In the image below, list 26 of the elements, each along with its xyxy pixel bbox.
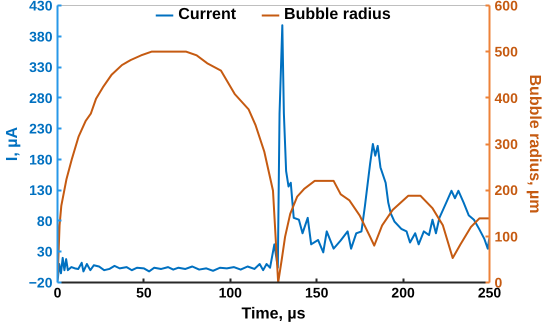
y-tick-label: 80 [36, 212, 53, 229]
y-axis-title: I, µA [4, 126, 21, 162]
y2-tick-label: 300 [494, 136, 518, 152]
y2-axis-title: Bubble radius, µm [526, 74, 543, 214]
x-tick-label: 150 [305, 284, 329, 300]
x-tick-label: 0 [54, 284, 62, 300]
y-tick-label: 280 [29, 90, 53, 106]
y2-tick-label: 100 [494, 228, 518, 244]
y2-tick-label: 500 [494, 44, 518, 60]
y-tick-label: 180 [29, 151, 53, 168]
y2-tick-label: 400 [494, 90, 518, 106]
legend-label: Bubble radius [284, 6, 391, 24]
y-tick-label: −20 [28, 274, 53, 290]
y-tick-label: 130 [29, 182, 53, 198]
x-tick-label: 100 [218, 284, 242, 300]
x-tick-label: 50 [136, 284, 152, 300]
y-tick-label: 380 [29, 28, 53, 44]
y2-tick-label: 200 [494, 182, 518, 198]
x-tick-label: 200 [391, 284, 415, 300]
y-tick-label: 430 [29, 0, 53, 14]
y2-tick-label: 600 [494, 0, 518, 14]
legend-label: Current [178, 6, 236, 24]
y-tick-label: 30 [36, 244, 53, 260]
y-tick-label: 230 [29, 120, 53, 137]
y-tick-label: 330 [29, 59, 53, 76]
x-axis-title: Time, µs [241, 306, 306, 322]
